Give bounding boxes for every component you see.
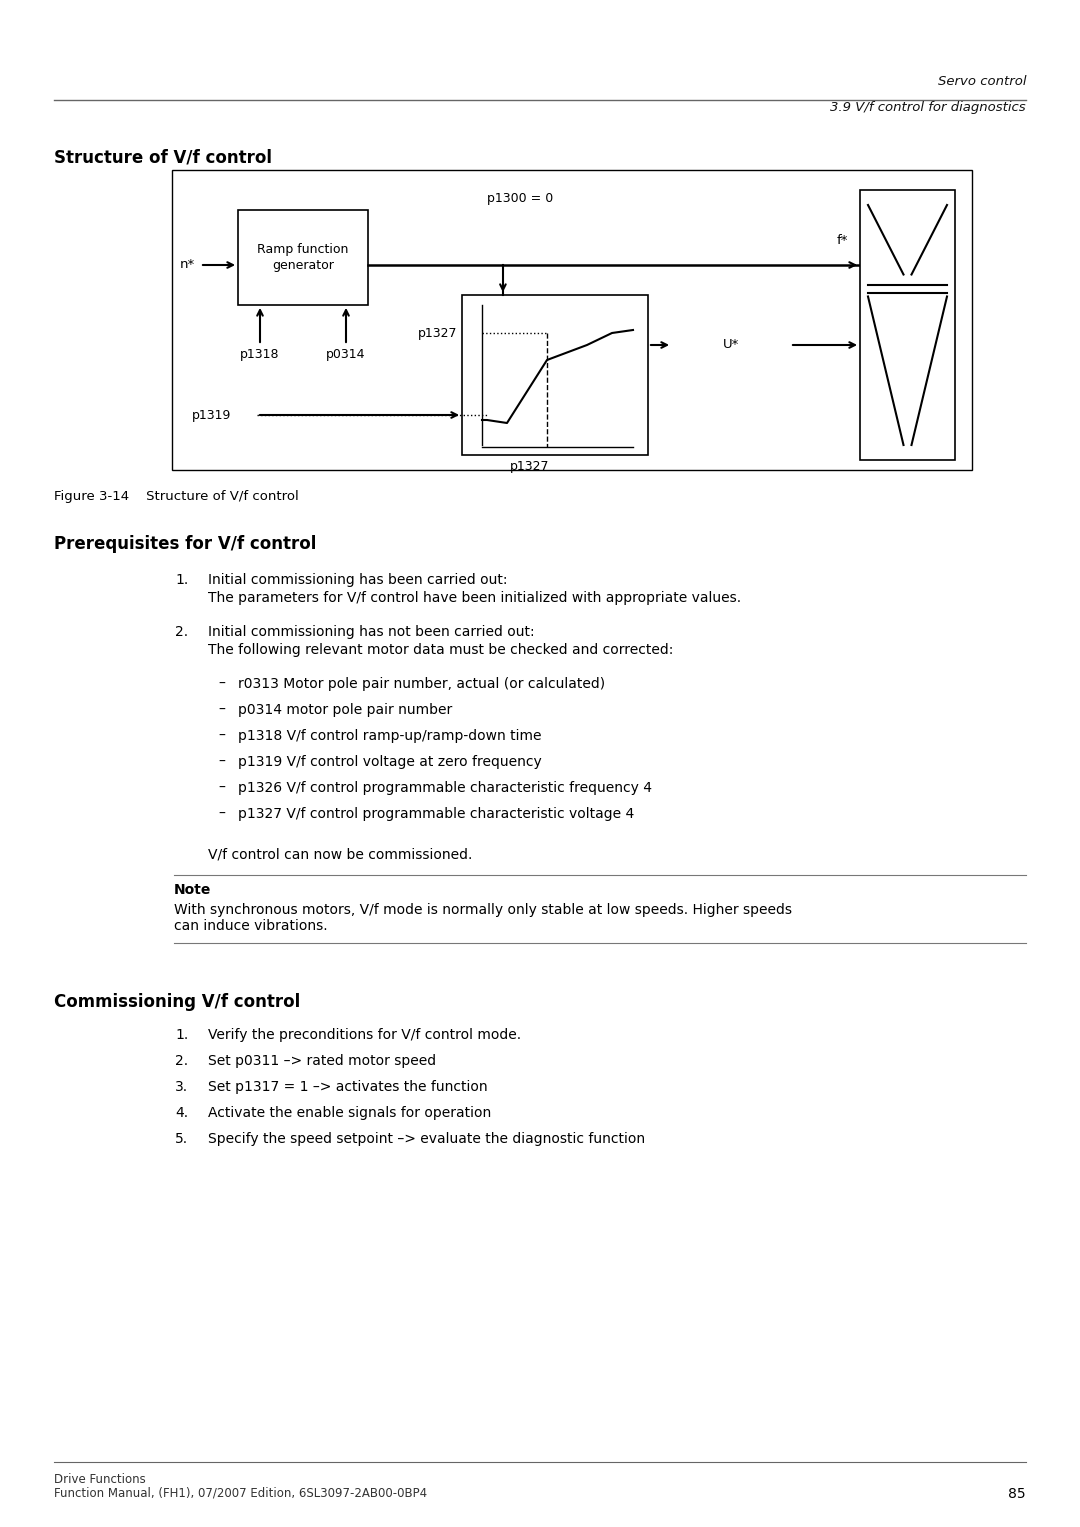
Text: p1319: p1319 (192, 409, 231, 421)
Text: –: – (218, 754, 226, 770)
Text: p1327: p1327 (418, 327, 457, 339)
Text: Prerequisites for V/f control: Prerequisites for V/f control (54, 534, 316, 553)
Text: 3.: 3. (175, 1080, 188, 1093)
Text: Activate the enable signals for operation: Activate the enable signals for operatio… (208, 1106, 491, 1119)
Text: The following relevant motor data must be checked and corrected:: The following relevant motor data must b… (208, 643, 673, 657)
Text: Specify the speed setpoint –> evaluate the diagnostic function: Specify the speed setpoint –> evaluate t… (208, 1132, 645, 1145)
Text: 4.: 4. (175, 1106, 188, 1119)
Text: The parameters for V/f control have been initialized with appropriate values.: The parameters for V/f control have been… (208, 591, 741, 605)
Text: 2.: 2. (175, 625, 188, 638)
Text: Initial commissioning has been carried out:: Initial commissioning has been carried o… (208, 573, 508, 586)
Text: U*: U* (723, 339, 739, 351)
Text: 85: 85 (1009, 1487, 1026, 1501)
Text: p1319 V/f control voltage at zero frequency: p1319 V/f control voltage at zero freque… (238, 754, 542, 770)
Text: p1327: p1327 (510, 460, 550, 473)
Text: p1300 = 0: p1300 = 0 (487, 192, 553, 205)
Text: V/f control can now be commissioned.: V/f control can now be commissioned. (208, 847, 472, 861)
Text: –: – (218, 702, 226, 718)
Text: Structure of V/f control: Structure of V/f control (54, 148, 272, 166)
Text: p0314: p0314 (326, 348, 366, 360)
Text: –: – (218, 676, 226, 692)
Text: –: – (218, 806, 226, 822)
Text: Figure 3-14    Structure of V/f control: Figure 3-14 Structure of V/f control (54, 490, 299, 502)
Text: p1326 V/f control programmable characteristic frequency 4: p1326 V/f control programmable character… (238, 780, 652, 796)
Text: With synchronous motors, V/f mode is normally only stable at low speeds. Higher : With synchronous motors, V/f mode is nor… (174, 902, 792, 933)
Text: Note: Note (174, 883, 212, 896)
Text: Drive Functions: Drive Functions (54, 1474, 146, 1486)
Text: n*: n* (180, 258, 195, 272)
Text: –: – (218, 780, 226, 796)
Text: Initial commissioning has not been carried out:: Initial commissioning has not been carri… (208, 625, 535, 638)
Text: r0313 Motor pole pair number, actual (or calculated): r0313 Motor pole pair number, actual (or… (238, 676, 605, 692)
Text: p1318 V/f control ramp-up/ramp-down time: p1318 V/f control ramp-up/ramp-down time (238, 728, 541, 744)
Text: p1318: p1318 (240, 348, 280, 360)
Text: f*: f* (837, 234, 848, 247)
Text: 3.9 V/f control for diagnostics: 3.9 V/f control for diagnostics (831, 101, 1026, 115)
Text: Commissioning V/f control: Commissioning V/f control (54, 993, 300, 1011)
Bar (238, 211, 368, 305)
Text: Function Manual, (FH1), 07/2007 Edition, 6SL3097-2AB00-0BP4: Function Manual, (FH1), 07/2007 Edition,… (54, 1487, 427, 1500)
Text: 1.: 1. (175, 1028, 188, 1041)
Text: Ramp function
generator: Ramp function generator (257, 243, 349, 272)
Text: Set p1317 = 1 –> activates the function: Set p1317 = 1 –> activates the function (208, 1080, 488, 1093)
Text: 5.: 5. (175, 1132, 188, 1145)
Text: 1.: 1. (175, 573, 188, 586)
Text: Set p0311 –> rated motor speed: Set p0311 –> rated motor speed (208, 1054, 436, 1067)
Text: Servo control: Servo control (937, 75, 1026, 89)
Text: –: – (218, 728, 226, 744)
Bar (462, 295, 648, 455)
Text: Verify the preconditions for V/f control mode.: Verify the preconditions for V/f control… (208, 1028, 522, 1041)
Bar (860, 189, 955, 460)
Text: 2.: 2. (175, 1054, 188, 1067)
Bar (172, 169, 972, 470)
Text: p0314 motor pole pair number: p0314 motor pole pair number (238, 702, 453, 718)
Text: p1327 V/f control programmable characteristic voltage 4: p1327 V/f control programmable character… (238, 806, 634, 822)
